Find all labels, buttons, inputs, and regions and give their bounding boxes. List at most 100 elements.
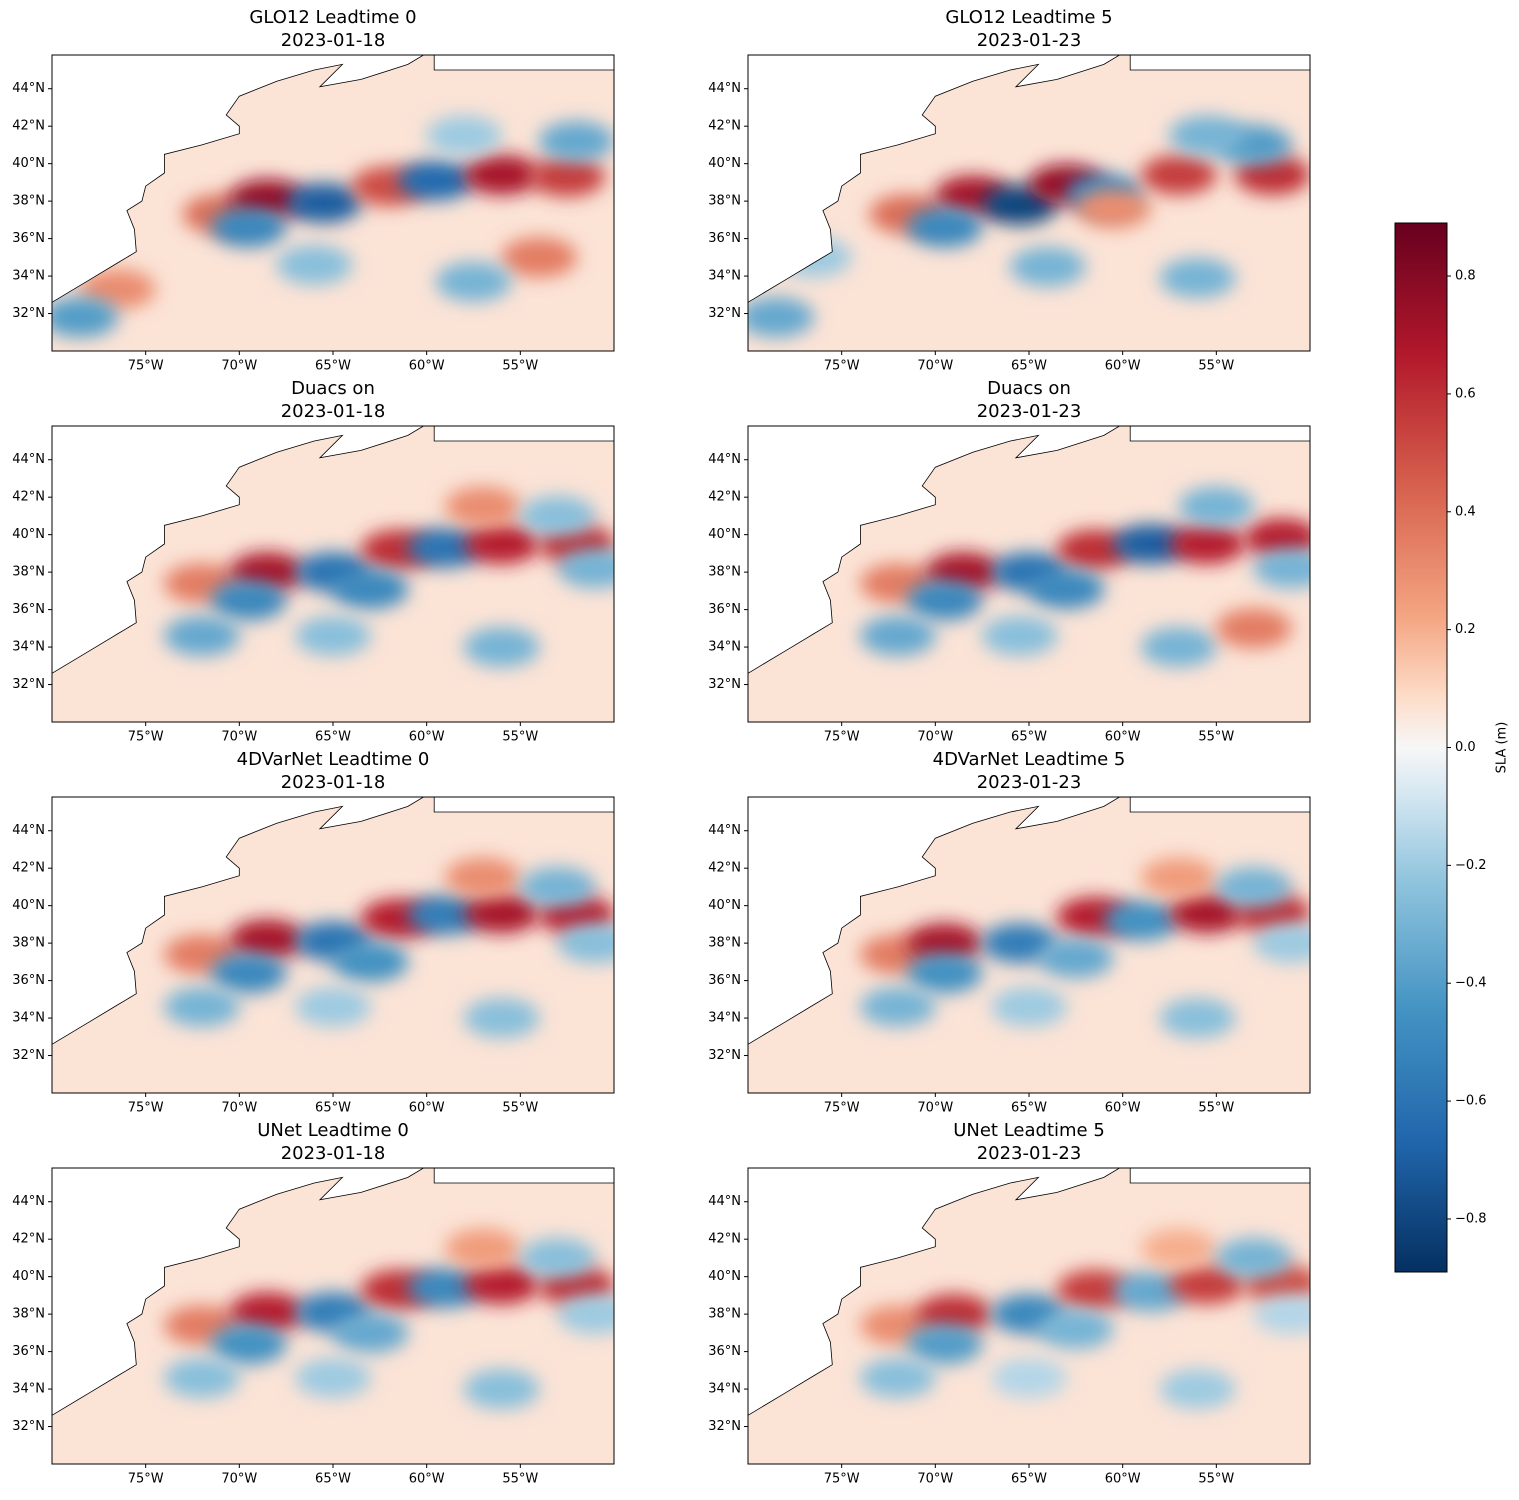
sla-feature	[1140, 154, 1217, 195]
map-field	[748, 1168, 1310, 1464]
x-tick-label: 60°W	[1105, 730, 1141, 745]
colorbar-tick-label: −0.6	[1455, 1094, 1487, 1109]
x-tick-label: 70°W	[221, 1472, 257, 1487]
sla-feature	[1178, 486, 1255, 527]
sla-feature	[906, 1324, 983, 1365]
sla-feature	[1168, 115, 1245, 156]
sla-feature	[1159, 1369, 1236, 1410]
y-tick-label: 44°N	[708, 81, 741, 96]
sla-feature	[426, 115, 503, 156]
x-tick-label: 65°W	[315, 1101, 351, 1116]
x-tick-label: 60°W	[409, 730, 445, 745]
sla-feature	[332, 568, 409, 609]
sla-feature	[463, 1264, 540, 1305]
sla-feature	[332, 1312, 409, 1353]
sla-feature	[906, 923, 983, 964]
sla-feature	[1168, 893, 1245, 934]
coastline	[52, 426, 614, 674]
y-tick-label: 32°N	[708, 1048, 741, 1063]
y-tick-label: 40°N	[708, 527, 741, 542]
x-tick-label: 70°W	[221, 359, 257, 374]
sla-feature	[79, 269, 156, 310]
y-tick-label: 34°N	[12, 269, 45, 284]
x-tick-label: 70°W	[221, 1101, 257, 1116]
colorbar-tick-label: −0.8	[1455, 1211, 1487, 1226]
sla-feature	[1253, 1294, 1310, 1335]
y-tick-label: 38°N	[12, 936, 45, 951]
y-tick-label: 38°N	[708, 936, 741, 951]
y-tick-label: 42°N	[708, 119, 741, 134]
colorbar-label: SLA (m)	[1495, 722, 1510, 774]
x-tick-label: 60°W	[409, 1101, 445, 1116]
map-field	[52, 797, 614, 1093]
x-tick-label: 75°W	[128, 730, 164, 745]
y-tick-label: 34°N	[12, 1011, 45, 1026]
sla-feature	[519, 866, 596, 907]
sla-feature	[916, 1294, 993, 1335]
y-tick-label: 38°N	[708, 565, 741, 580]
y-tick-label: 36°N	[12, 973, 45, 988]
sla-feature	[501, 237, 578, 278]
y-tick-label: 36°N	[708, 602, 741, 617]
y-tick-label: 36°N	[12, 1344, 45, 1359]
sla-feature	[163, 986, 240, 1027]
panel-title: 4DVarNet Leadtime 5	[933, 749, 1126, 770]
sla-feature	[1103, 900, 1180, 941]
y-tick-label: 40°N	[12, 156, 45, 171]
colorbar-tick-label: 0.2	[1455, 622, 1476, 637]
y-tick-label: 44°N	[708, 1194, 741, 1209]
coastline	[52, 1168, 614, 1416]
x-tick-label: 65°W	[1011, 1101, 1047, 1116]
panel-subtitle: 2023-01-18	[281, 30, 386, 51]
sla-feature	[444, 857, 521, 898]
y-tick-label: 40°N	[708, 1269, 741, 1284]
x-tick-label: 70°W	[917, 730, 953, 745]
colorbar-tick-label: 0.4	[1455, 504, 1476, 519]
colorbar-tick-label: 0.6	[1455, 386, 1476, 401]
y-tick-label: 40°N	[12, 898, 45, 913]
y-tick-label: 42°N	[12, 490, 45, 505]
x-tick-label: 65°W	[1011, 730, 1047, 745]
y-tick-label: 40°N	[12, 1269, 45, 1284]
x-tick-label: 65°W	[1011, 359, 1047, 374]
sla-feature	[991, 1357, 1067, 1398]
sla-feature	[1112, 524, 1189, 565]
sla-feature	[229, 1292, 306, 1333]
sla-feature	[1159, 998, 1236, 1039]
map-field	[748, 426, 1310, 722]
sla-feature	[991, 986, 1067, 1027]
sla-feature	[407, 1267, 484, 1308]
sla-feature	[748, 297, 815, 338]
x-tick-label: 60°W	[1105, 359, 1141, 374]
sla-feature	[295, 615, 371, 656]
panel-subtitle: 2023-01-18	[281, 401, 386, 422]
coastline	[52, 797, 614, 1045]
sla-feature	[210, 580, 287, 621]
panel-subtitle: 2023-01-23	[977, 772, 1082, 793]
sla-feature	[276, 244, 353, 285]
panel-title: UNet Leadtime 5	[953, 1120, 1105, 1141]
sla-feature	[463, 998, 540, 1039]
y-tick-label: 42°N	[708, 490, 741, 505]
sla-feature	[210, 953, 287, 994]
map-field	[52, 1168, 614, 1464]
sla-feature	[557, 548, 614, 589]
x-tick-label: 55°W	[502, 730, 538, 745]
y-tick-label: 32°N	[708, 677, 741, 692]
sla-feature	[1243, 518, 1310, 559]
sla-feature	[1037, 1309, 1114, 1350]
sla-feature	[463, 893, 540, 934]
x-tick-label: 65°W	[315, 730, 351, 745]
sla-feature	[1253, 548, 1310, 589]
y-tick-label: 36°N	[708, 1344, 741, 1359]
y-tick-label: 34°N	[708, 1382, 741, 1397]
sla-feature	[1056, 1269, 1133, 1310]
x-tick-label: 65°W	[1011, 1472, 1047, 1487]
panel-title: 4DVarNet Leadtime 0	[237, 749, 430, 770]
